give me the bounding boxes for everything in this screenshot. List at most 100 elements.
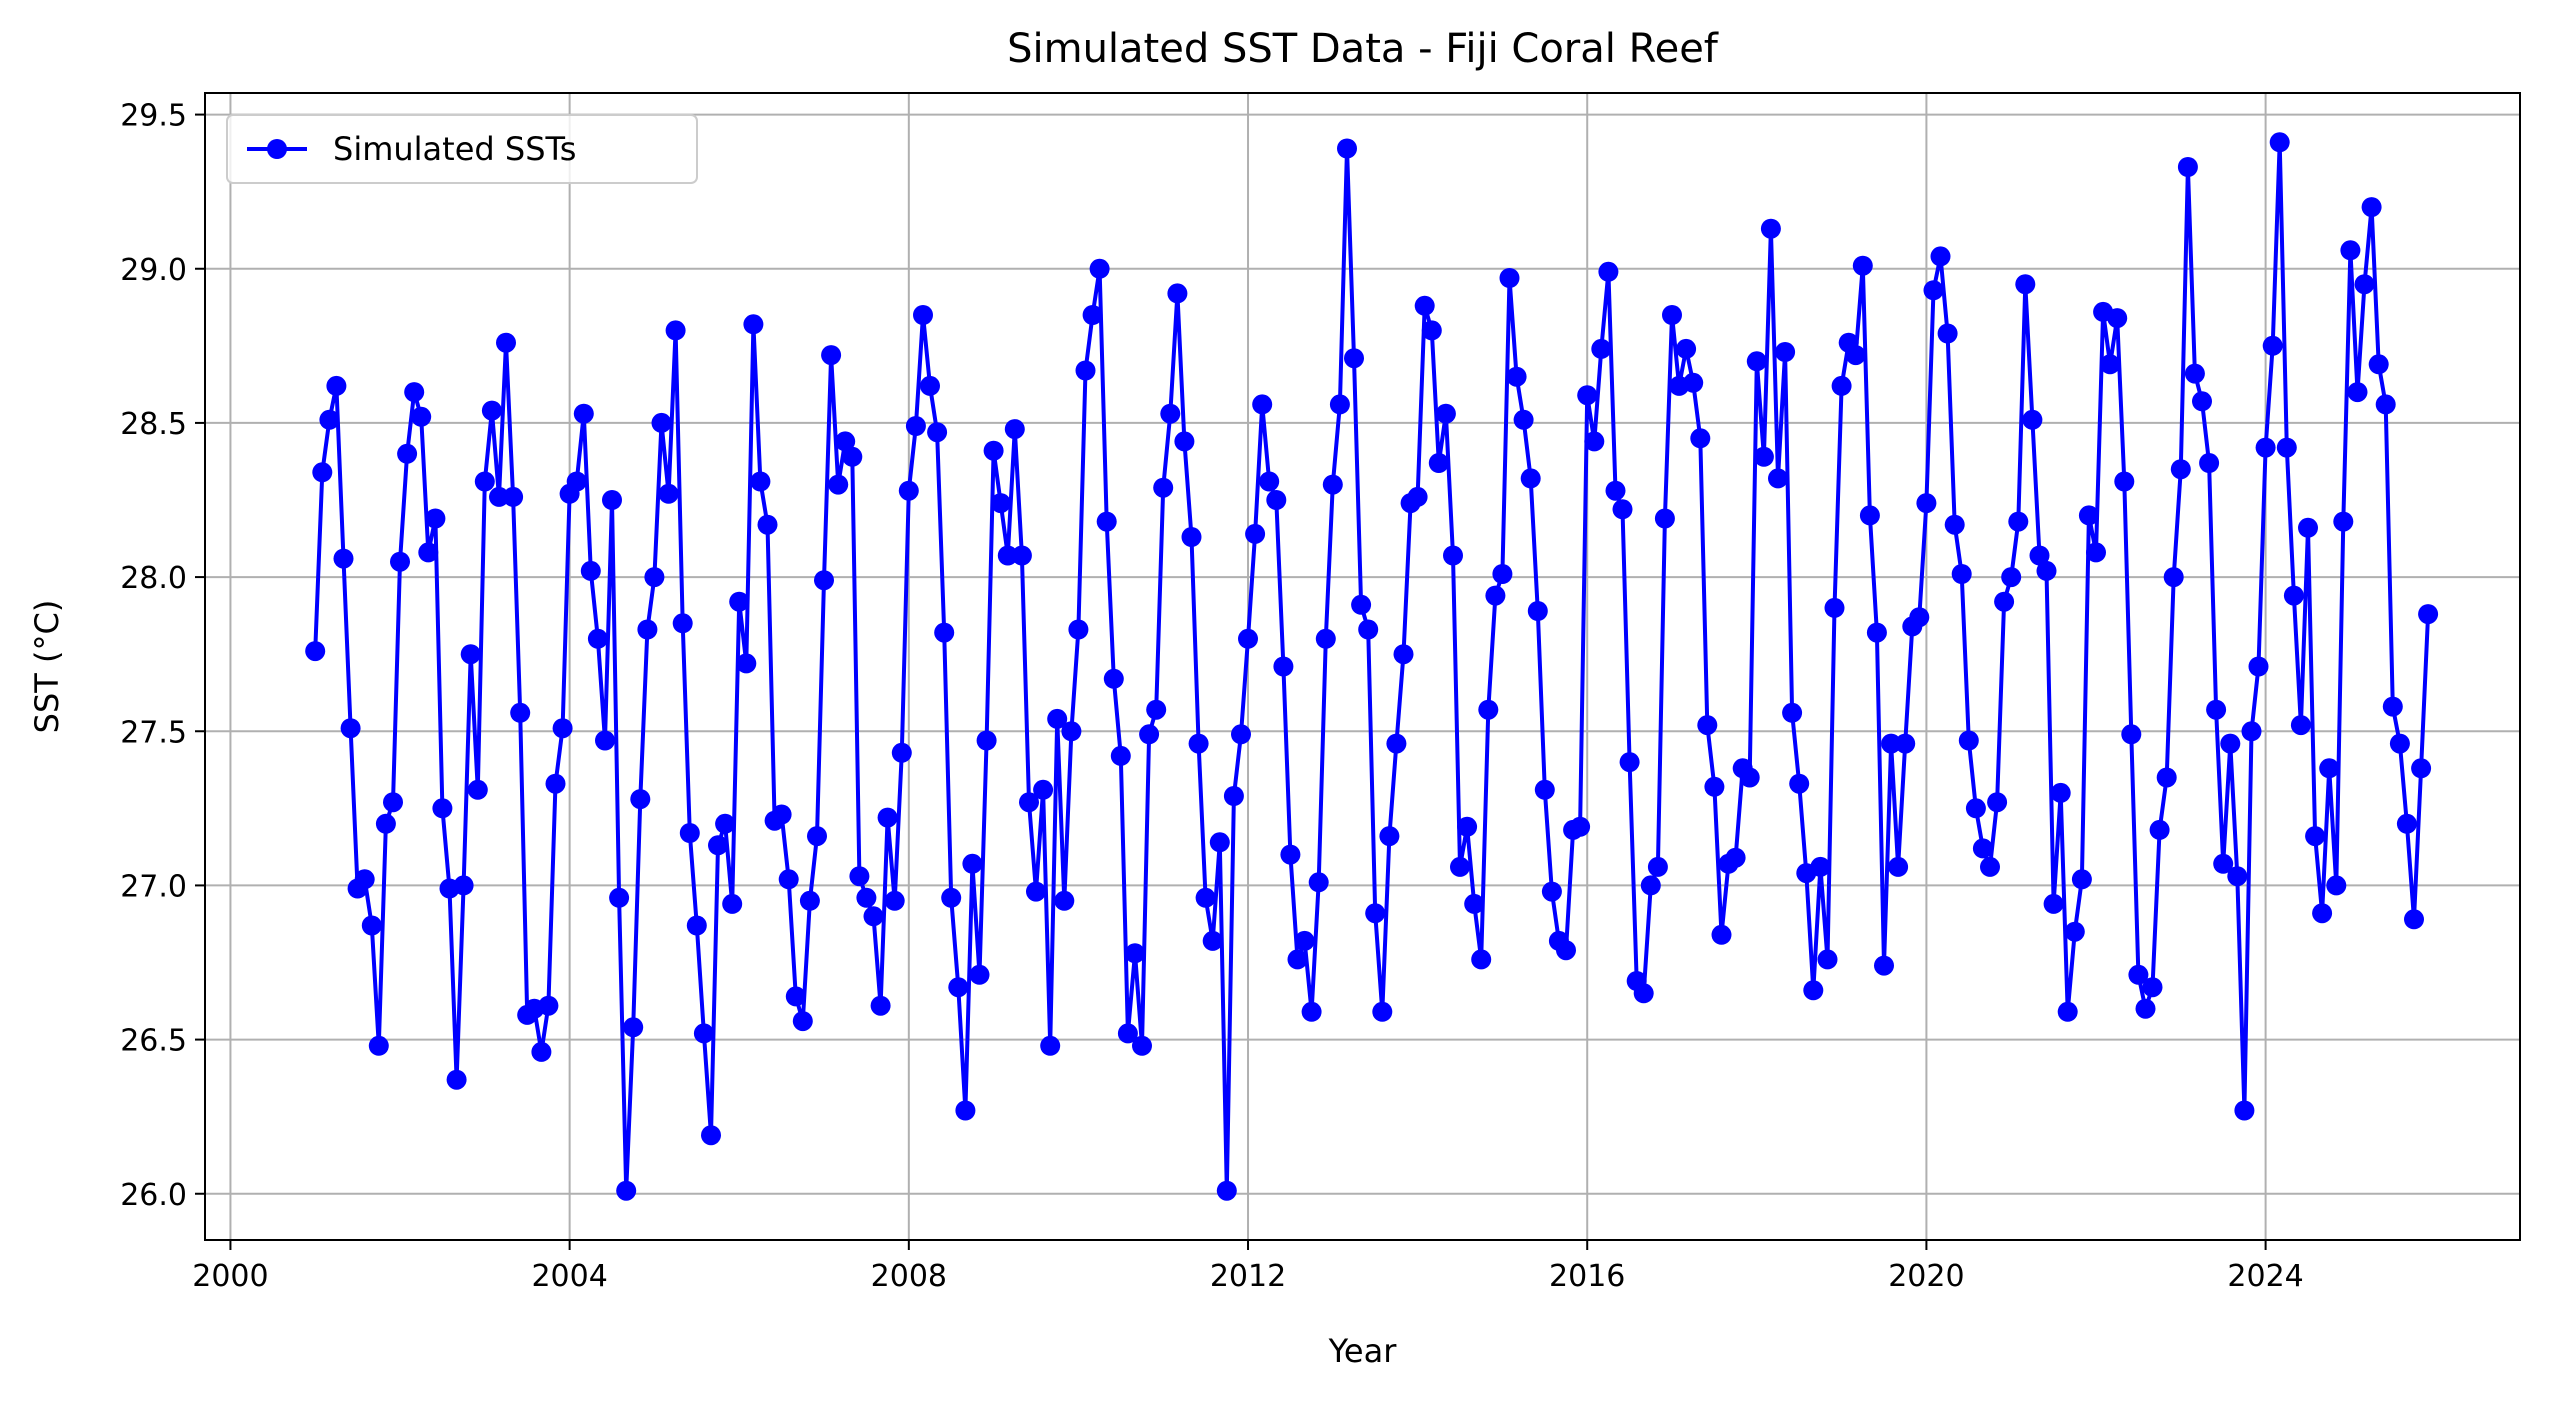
data-point [686, 915, 707, 936]
data-point [898, 480, 919, 501]
data-point [821, 345, 842, 366]
data-point [1245, 523, 1266, 544]
data-point [2290, 715, 2311, 736]
y-tick-label: 27.5 [120, 715, 187, 750]
data-point [1117, 1023, 1138, 1044]
data-point [1054, 890, 1075, 911]
data-point [503, 486, 524, 507]
data-point [976, 730, 997, 751]
data-point [531, 1041, 552, 1062]
data-point [2008, 511, 2029, 532]
data-point [1775, 342, 1796, 362]
data-point [1464, 893, 1485, 914]
data-point [856, 887, 877, 908]
data-point [715, 813, 736, 834]
data-point [1803, 980, 1824, 1001]
data-point [2156, 767, 2177, 788]
data-point [404, 382, 425, 403]
data-point [1888, 856, 1909, 877]
data-point [2234, 1100, 2255, 1121]
data-point [623, 1017, 644, 1038]
data-point [1520, 468, 1541, 489]
data-point [481, 400, 502, 421]
data-point [2036, 560, 2057, 581]
data-point [2312, 903, 2333, 924]
chart-title: Simulated SST Data - Fiji Coral Reef [1007, 26, 1719, 72]
data-point [934, 622, 955, 643]
y-tick-label: 27.0 [120, 869, 187, 904]
plot-area-frame [204, 92, 2521, 1241]
x-tick-label: 2004 [531, 1259, 607, 1294]
data-point [1011, 545, 1032, 566]
data-point [1110, 745, 1131, 766]
data-point [1223, 786, 1244, 806]
data-point [1421, 320, 1442, 341]
data-point [1965, 798, 1986, 819]
x-axis-ticks: 2000 2004 2008 2012 2016 2020 2024 [192, 1240, 2304, 1294]
data-point [2050, 782, 2071, 803]
data-point [2206, 699, 2227, 720]
data-point [2276, 437, 2297, 458]
data-point [1125, 943, 1145, 964]
data-point [383, 792, 403, 813]
data-point [390, 551, 410, 572]
data-point [1294, 930, 1315, 951]
data-point [2107, 308, 2128, 329]
data-point [326, 375, 347, 396]
data-point [1103, 668, 1124, 689]
x-tick-label: 2012 [1210, 1259, 1286, 1294]
data-point [340, 718, 361, 739]
data-point [814, 570, 834, 591]
data-point [757, 514, 778, 535]
data-point [1457, 816, 1478, 837]
data-point [1895, 733, 1916, 754]
data-point [1662, 305, 1682, 325]
data-point [2396, 813, 2417, 834]
data-point [1987, 792, 2008, 813]
y-tick-label: 29.0 [120, 253, 187, 288]
data-point [708, 835, 728, 856]
data-point [1344, 348, 1364, 369]
data-point [799, 890, 820, 911]
data-point [460, 644, 481, 665]
data-point [2057, 1001, 2078, 1022]
data-point [877, 807, 898, 828]
data-point [1202, 930, 1223, 951]
data-point [1132, 1035, 1152, 1056]
data-point [2071, 869, 2092, 890]
data-point [2001, 567, 2022, 588]
data-point [693, 1023, 714, 1044]
data-point [2255, 437, 2276, 458]
data-point [983, 440, 1004, 461]
data-point [1033, 779, 1054, 800]
data-point [778, 869, 799, 890]
data-point [1556, 940, 1576, 961]
data-point [1874, 955, 1894, 976]
data-point [1909, 607, 1930, 628]
data-point [489, 486, 509, 507]
data-point [2086, 542, 2106, 563]
data-point [1768, 468, 1788, 489]
data-point [1308, 872, 1329, 893]
data-point [1923, 280, 1944, 301]
data-point [835, 431, 856, 452]
data-point [2340, 240, 2361, 261]
data-point [1428, 453, 1449, 473]
data-point [1683, 372, 1704, 393]
data-point [496, 332, 516, 353]
data-point [1082, 305, 1103, 325]
data-point [1337, 138, 1357, 159]
data-point [1866, 622, 1887, 643]
data-point [905, 416, 926, 436]
data-point [1789, 773, 1810, 794]
data-point [1266, 490, 1287, 510]
data-point [1386, 733, 1407, 754]
data-point [1499, 268, 1520, 288]
data-point [552, 718, 573, 739]
data-point [1972, 838, 1993, 859]
data-point [1004, 419, 1025, 440]
data-point [941, 887, 962, 908]
data-point [1951, 564, 1972, 584]
data-point [1450, 856, 1470, 877]
data-point [743, 314, 764, 335]
